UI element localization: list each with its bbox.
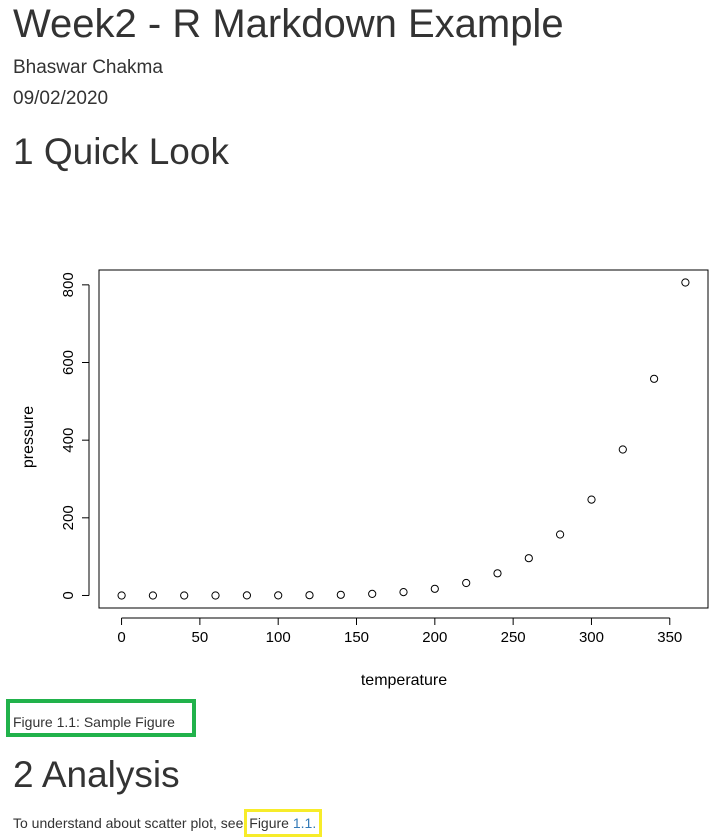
section-heading-quick-look: 1 Quick Look (13, 131, 229, 172)
data-point (117, 591, 126, 600)
data-points (117, 278, 690, 600)
figure-reference-period: . (312, 815, 317, 831)
data-point (524, 554, 533, 563)
y-tick-label: 400 (60, 428, 77, 453)
data-point (493, 569, 502, 578)
y-tick-label: 600 (60, 350, 77, 375)
figure-reference-number: 1.1 (292, 815, 313, 831)
x-tick-label: 300 (579, 629, 604, 646)
plot-frame (98, 269, 709, 609)
data-point (368, 589, 377, 599)
y-axis-label: pressure (20, 406, 37, 468)
data-point (180, 591, 189, 600)
caption-highlight-box (6, 699, 196, 737)
analysis-paragraph: To understand about scatter plot, see Fi… (13, 809, 323, 837)
section-heading-analysis: 2 Analysis (13, 754, 180, 795)
data-point (556, 530, 565, 539)
y-axis: 0 200 400 600 800 (60, 272, 90, 600)
figure-reference-link[interactable]: Figure 1.1. (244, 809, 323, 837)
x-tick-label: 0 (117, 629, 125, 646)
figure-reference-word: Figure (249, 815, 289, 831)
document-title: Week2 - R Markdown Example (13, 2, 564, 46)
data-point (430, 584, 439, 593)
scatter-plot: 0 50 100 150 200 250 300 350 0 200 400 600 800 temp… (20, 269, 709, 689)
x-tick-label: 200 (422, 629, 447, 646)
x-axis-label: temperature (361, 672, 447, 689)
data-point (587, 495, 596, 504)
data-point (211, 591, 220, 600)
data-point (650, 374, 659, 383)
x-tick-label: 250 (501, 629, 526, 646)
data-point (274, 591, 283, 600)
data-point (336, 590, 345, 599)
document-author: Bhaswar Chakma (13, 57, 163, 78)
x-tick-label: 150 (344, 629, 369, 646)
data-point (618, 445, 627, 454)
x-axis: 0 50 100 150 200 250 300 350 (117, 617, 682, 646)
y-tick-label: 200 (60, 505, 77, 530)
y-tick-label: 0 (60, 591, 77, 599)
analysis-text: To understand about scatter plot, see (13, 815, 244, 831)
data-point (399, 588, 408, 597)
figure-caption: Figure 1.1: Sample Figure (13, 714, 175, 730)
data-point (242, 591, 251, 600)
data-point (305, 591, 314, 600)
x-tick-label: 50 (192, 629, 209, 646)
y-tick-label: 800 (60, 272, 77, 297)
data-point (681, 278, 690, 287)
data-point (462, 578, 471, 588)
x-tick-label: 350 (657, 629, 682, 646)
document-date: 09/02/2020 (13, 88, 109, 109)
x-tick-label: 100 (266, 629, 291, 646)
data-point (148, 591, 157, 600)
